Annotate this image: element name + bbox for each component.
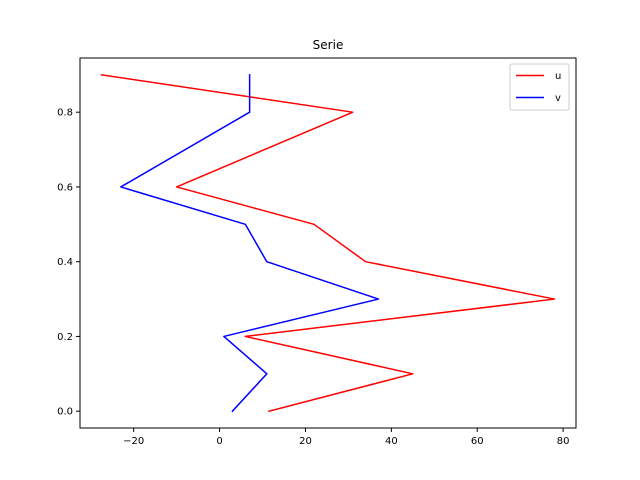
x-tick-label: −20 xyxy=(123,436,144,447)
y-tick-label: 0.4 xyxy=(57,257,73,268)
x-tick-label: 0 xyxy=(216,436,222,447)
x-tick-label: 80 xyxy=(557,436,570,447)
plot-area xyxy=(100,73,556,413)
x-tick-label: 40 xyxy=(385,436,398,447)
y-tick-label: 0.0 xyxy=(57,407,73,418)
series-line-u xyxy=(100,73,556,413)
y-tick-label: 0.2 xyxy=(57,332,73,343)
legend: u v xyxy=(509,63,570,111)
x-tick-label: 60 xyxy=(471,436,484,447)
x-tick-label: 20 xyxy=(299,436,312,447)
legend-label-u: u xyxy=(555,71,561,82)
y-tick-label: 0.6 xyxy=(57,182,73,193)
y-tick-label: 0.8 xyxy=(57,108,73,119)
axes-frame xyxy=(79,57,577,429)
series-line-v xyxy=(120,74,380,413)
chart-title: Serie xyxy=(313,38,344,52)
axis-ticks: −20 0 20 40 60 80 0.0 0.2 0.4 0.6 0.8 xyxy=(57,108,569,447)
legend-label-v: v xyxy=(555,93,561,104)
